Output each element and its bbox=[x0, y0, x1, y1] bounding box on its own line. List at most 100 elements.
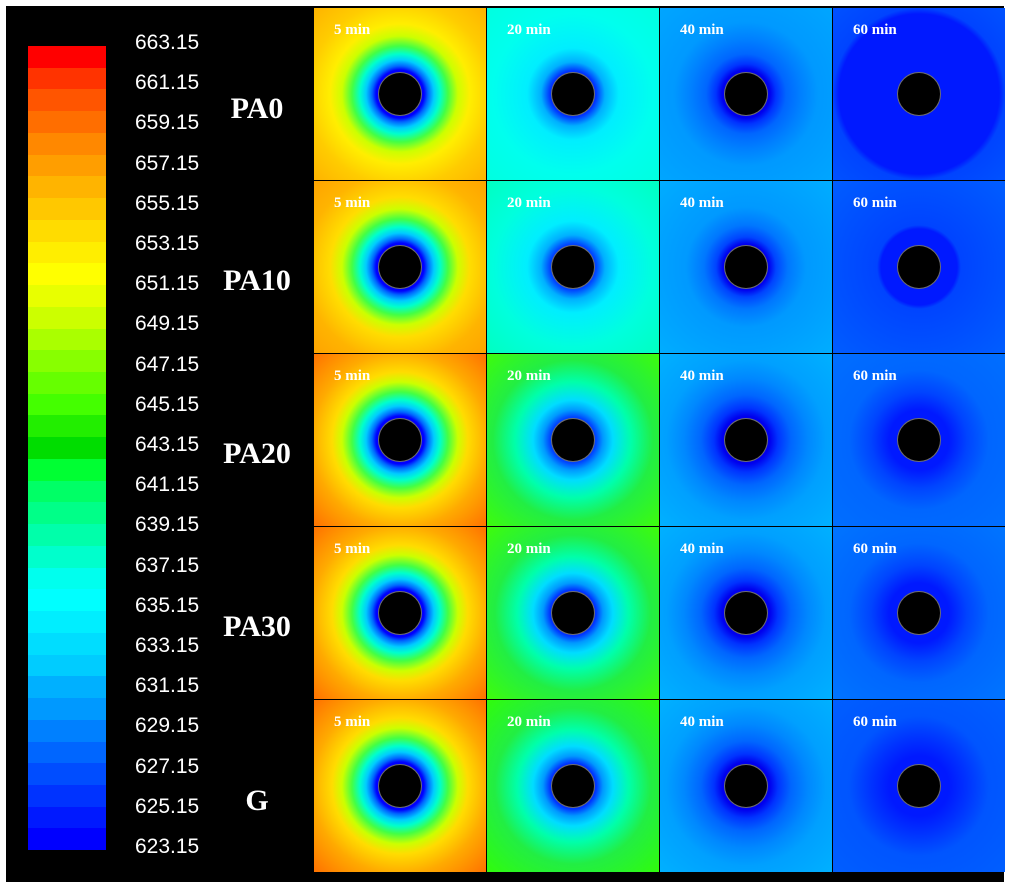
contour-panel: 60 min bbox=[833, 8, 1005, 180]
time-label: 60 min bbox=[853, 368, 897, 384]
time-label: 5 min bbox=[334, 195, 371, 211]
contour-panel: 5 min bbox=[314, 8, 486, 180]
colorbar-tick-label: 659.15 bbox=[135, 111, 200, 135]
contour-panel: 5 min bbox=[314, 700, 486, 872]
colorbar-band bbox=[28, 611, 106, 633]
row-label: PA30 bbox=[223, 610, 291, 643]
time-label: 20 min bbox=[507, 22, 551, 38]
hole-marker bbox=[552, 246, 594, 288]
row-label: PA10 bbox=[223, 264, 291, 297]
colorbar-band bbox=[28, 176, 106, 199]
colorbar-tick-label: 651.15 bbox=[135, 272, 200, 296]
colorbar-band bbox=[28, 524, 106, 546]
time-label: 20 min bbox=[507, 541, 551, 557]
time-label: 40 min bbox=[680, 714, 724, 730]
colorbar-tick-label: 643.15 bbox=[135, 433, 200, 456]
time-label: 5 min bbox=[334, 714, 371, 730]
time-label: 40 min bbox=[680, 368, 724, 384]
hole-marker bbox=[379, 246, 421, 288]
colorbar-tick-label: 637.15 bbox=[135, 553, 200, 577]
colorbar-band bbox=[28, 806, 106, 829]
contour-panel-grid: 5 min 20 min 40 min 60 min 5 min 20 min 40 min… bbox=[314, 8, 1005, 872]
colorbar-band bbox=[28, 828, 106, 851]
hole-marker bbox=[725, 73, 767, 115]
hole-marker bbox=[898, 765, 940, 807]
contour-panel: 20 min bbox=[487, 181, 659, 353]
hole-marker bbox=[898, 592, 940, 634]
colorbar-band bbox=[28, 480, 106, 503]
contour-panel: 60 min bbox=[833, 354, 1005, 526]
contour-panel: 20 min bbox=[487, 700, 659, 872]
colorbar-band bbox=[28, 350, 106, 373]
colorbar-tick-label: 647.15 bbox=[135, 352, 200, 376]
temperature-colorbar bbox=[28, 46, 106, 851]
colorbar-band bbox=[28, 67, 106, 90]
time-label: 60 min bbox=[853, 195, 897, 211]
contour-panel: 60 min bbox=[833, 527, 1005, 699]
colorbar-band bbox=[28, 437, 106, 459]
colorbar-tick-label: 649.15 bbox=[135, 312, 200, 336]
time-label: 20 min bbox=[507, 714, 551, 730]
row-label: PA0 bbox=[230, 92, 284, 125]
colorbar-band bbox=[28, 372, 106, 394]
colorbar-band bbox=[28, 415, 106, 438]
colorbar-band bbox=[28, 458, 106, 481]
colorbar-tick-label: 625.15 bbox=[135, 794, 200, 818]
colorbar-band bbox=[28, 567, 106, 590]
hole-marker bbox=[379, 419, 421, 461]
hole-marker bbox=[725, 765, 767, 807]
time-label: 60 min bbox=[853, 714, 897, 730]
colorbar-band bbox=[28, 698, 106, 720]
colorbar-band bbox=[28, 263, 106, 286]
time-label: 40 min bbox=[680, 22, 724, 38]
contour-panel: 60 min bbox=[833, 700, 1005, 872]
hole-marker bbox=[898, 419, 940, 461]
colorbar-tick-label: 663.15 bbox=[135, 31, 200, 54]
colorbar-tick-label: 661.15 bbox=[135, 71, 200, 95]
colorbar-band bbox=[28, 719, 106, 742]
colorbar-band bbox=[28, 502, 106, 525]
hole-marker bbox=[725, 419, 767, 461]
colorbar-band bbox=[28, 676, 106, 699]
time-label: 40 min bbox=[680, 195, 724, 211]
colorbar-band bbox=[28, 328, 106, 351]
contour-panel: 40 min bbox=[660, 181, 832, 353]
hole-marker bbox=[552, 592, 594, 634]
colorbar-band bbox=[28, 784, 106, 807]
colorbar-band bbox=[28, 545, 106, 568]
contour-panel: 40 min bbox=[660, 354, 832, 526]
hole-marker bbox=[898, 246, 940, 288]
colorbar-tick-label: 627.15 bbox=[135, 754, 200, 778]
contour-panel: 20 min bbox=[487, 527, 659, 699]
colorbar-tick-label: 635.15 bbox=[135, 593, 200, 617]
hole-marker bbox=[379, 592, 421, 634]
colorbar-band bbox=[28, 741, 106, 764]
hole-marker bbox=[379, 765, 421, 807]
colorbar-tick-label: 657.15 bbox=[135, 151, 200, 175]
colorbar-tick-label: 653.15 bbox=[135, 232, 200, 255]
colorbar-band bbox=[28, 285, 106, 307]
row-label: PA20 bbox=[223, 437, 291, 470]
colorbar-band bbox=[28, 241, 106, 264]
hole-marker bbox=[552, 419, 594, 461]
time-label: 20 min bbox=[507, 368, 551, 384]
hole-marker bbox=[552, 73, 594, 115]
colorbar-band bbox=[28, 654, 106, 677]
colorbar-band bbox=[28, 46, 106, 68]
contour-panel: 40 min bbox=[660, 700, 832, 872]
colorbar-tick-label: 623.15 bbox=[135, 835, 200, 858]
time-label: 40 min bbox=[680, 541, 724, 557]
contour-panel: 20 min bbox=[487, 8, 659, 180]
colorbar-band bbox=[28, 393, 106, 416]
colorbar-band bbox=[28, 763, 106, 785]
hole-marker bbox=[552, 765, 594, 807]
hole-marker bbox=[725, 592, 767, 634]
contour-panel: 5 min bbox=[314, 354, 486, 526]
colorbar-band bbox=[28, 111, 106, 133]
colorbar-band bbox=[28, 132, 106, 155]
colorbar-band bbox=[28, 632, 106, 655]
time-label: 5 min bbox=[334, 22, 371, 38]
colorbar-band bbox=[28, 306, 106, 329]
time-label: 60 min bbox=[853, 541, 897, 557]
colorbar-tick-label: 633.15 bbox=[135, 634, 200, 657]
